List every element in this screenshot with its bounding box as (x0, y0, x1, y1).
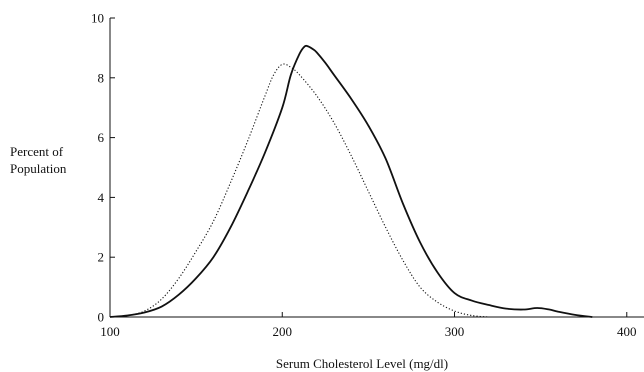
y-tick-label: 8 (98, 70, 105, 85)
y-tick-label: 6 (98, 130, 105, 145)
x-axis-title: Serum Cholesterol Level (mg/dl) (276, 356, 448, 371)
series-line-solid (109, 44, 593, 318)
x-tick-label: 200 (273, 324, 293, 339)
y-tick-label: 4 (98, 190, 105, 205)
y-tick-label: 0 (98, 310, 105, 325)
y-axis-title-line: Percent of (10, 144, 64, 159)
series-line-dotted (109, 63, 490, 318)
x-tick-label: 300 (445, 324, 465, 339)
plot-area (109, 44, 593, 318)
x-tick-label: 100 (100, 324, 120, 339)
y-tick-label: 2 (98, 250, 105, 265)
y-tick-label: 10 (91, 11, 104, 26)
y-axis-title-line: Population (10, 161, 67, 176)
x-tick-label: 400 (617, 324, 637, 339)
axes: 0 2 4 6 8 10 100 200 300 400 (91, 11, 644, 339)
y-axis-title: Percent of Population (10, 144, 67, 176)
